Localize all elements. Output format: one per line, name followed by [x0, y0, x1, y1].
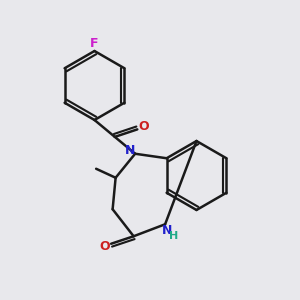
Text: N: N — [124, 144, 135, 157]
Text: O: O — [139, 121, 149, 134]
Text: N: N — [162, 224, 173, 237]
Text: O: O — [99, 240, 110, 253]
Text: F: F — [90, 37, 99, 50]
Text: H: H — [169, 231, 179, 241]
